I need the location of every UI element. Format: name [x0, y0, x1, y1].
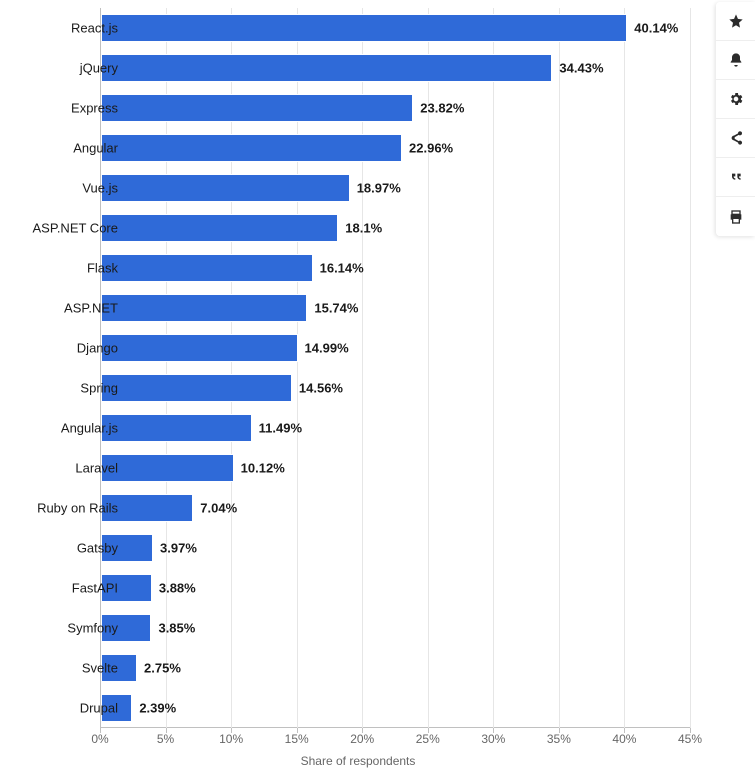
bar-row: 14.99% — [100, 328, 690, 368]
chart-container: 40.14% 34.43% 23.82% 22.96% 18.97% 18.1% 16.14… — [0, 0, 716, 777]
x-tick-label: 10% — [219, 732, 243, 746]
category-label: Express — [18, 101, 118, 116]
bar-value-label: 11.49% — [259, 421, 302, 436]
bar-value-label: 18.97% — [357, 181, 401, 196]
bar-value-label: 22.96% — [409, 141, 453, 156]
category-label: Laravel — [18, 461, 118, 476]
share-button[interactable] — [716, 119, 755, 158]
notify-button[interactable] — [716, 41, 755, 80]
x-tick-label: 25% — [416, 732, 440, 746]
bar-row: 11.49% — [100, 408, 690, 448]
x-tick-label: 15% — [285, 732, 309, 746]
favorite-button[interactable] — [716, 2, 755, 41]
category-label: Ruby on Rails — [18, 501, 118, 516]
bar-value-label: 3.88% — [159, 581, 196, 596]
category-label: ASP.NET — [18, 301, 118, 316]
bar-value-label: 15.74% — [314, 301, 358, 316]
bar[interactable] — [101, 294, 307, 322]
bar-row: 7.04% — [100, 488, 690, 528]
bar[interactable] — [101, 134, 402, 162]
category-label: jQuery — [18, 61, 118, 76]
star-icon — [728, 13, 744, 29]
bar-value-label: 23.82% — [420, 101, 464, 116]
x-axis-title: Share of respondents — [301, 754, 416, 768]
bar[interactable] — [101, 334, 298, 362]
category-label: Svelte — [18, 661, 118, 676]
bar-row: 23.82% — [100, 88, 690, 128]
bar[interactable] — [101, 254, 313, 282]
bar-row: 3.88% — [100, 568, 690, 608]
gridline — [690, 8, 691, 728]
bar-value-label: 16.14% — [320, 261, 364, 276]
plot-area: 40.14% 34.43% 23.82% 22.96% 18.97% 18.1% 16.14… — [100, 8, 690, 728]
x-tick-label: 35% — [547, 732, 571, 746]
x-tick-label: 5% — [157, 732, 174, 746]
category-label: Drupal — [18, 701, 118, 716]
bar-row: 15.74% — [100, 288, 690, 328]
x-tick-label: 20% — [350, 732, 374, 746]
bell-icon — [728, 52, 744, 68]
print-button[interactable] — [716, 197, 755, 236]
category-label: ASP.NET Core — [18, 221, 118, 236]
x-tick-label: 0% — [91, 732, 108, 746]
bar[interactable] — [101, 374, 292, 402]
gear-icon — [728, 91, 744, 107]
bar-row: 2.75% — [100, 648, 690, 688]
side-toolbar — [716, 2, 755, 236]
bar-value-label: 18.1% — [345, 221, 382, 236]
bar[interactable] — [101, 454, 234, 482]
bar-row: 22.96% — [100, 128, 690, 168]
bar-row: 16.14% — [100, 248, 690, 288]
bar-value-label: 3.97% — [160, 541, 197, 556]
bar-value-label: 14.99% — [305, 341, 349, 356]
category-label: Vue.js — [18, 181, 118, 196]
category-label: Flask — [18, 261, 118, 276]
bar-row: 3.97% — [100, 528, 690, 568]
bar[interactable] — [101, 94, 413, 122]
bar-row: 18.97% — [100, 168, 690, 208]
bar[interactable] — [101, 54, 552, 82]
category-label: Spring — [18, 381, 118, 396]
print-icon — [728, 209, 744, 225]
quote-icon — [728, 169, 744, 185]
share-icon — [728, 130, 744, 146]
bar-row: 34.43% — [100, 48, 690, 88]
bar-value-label: 2.39% — [139, 701, 176, 716]
bar-value-label: 2.75% — [144, 661, 181, 676]
bar-row: 14.56% — [100, 368, 690, 408]
bar-value-label: 3.85% — [158, 621, 195, 636]
category-label: Gatsby — [18, 541, 118, 556]
bar[interactable] — [101, 414, 252, 442]
bar-value-label: 34.43% — [559, 61, 603, 76]
bar-row: 10.12% — [100, 448, 690, 488]
x-tick-label: 45% — [678, 732, 702, 746]
category-label: Angular — [18, 141, 118, 156]
category-label: FastAPI — [18, 581, 118, 596]
bar[interactable] — [101, 214, 338, 242]
x-tick-label: 30% — [481, 732, 505, 746]
citation-button[interactable] — [716, 158, 755, 197]
bar[interactable] — [101, 14, 627, 42]
category-label: Angular.js — [18, 421, 118, 436]
bar-value-label: 10.12% — [241, 461, 285, 476]
settings-button[interactable] — [716, 80, 755, 119]
bar-row: 2.39% — [100, 688, 690, 728]
category-label: React.js — [18, 21, 118, 36]
x-tick-label: 40% — [612, 732, 636, 746]
bar-value-label: 7.04% — [200, 501, 237, 516]
bar-row: 18.1% — [100, 208, 690, 248]
bar[interactable] — [101, 174, 350, 202]
category-label: Django — [18, 341, 118, 356]
bar-row: 3.85% — [100, 608, 690, 648]
bar-row: 40.14% — [100, 8, 690, 48]
bar-value-label: 14.56% — [299, 381, 343, 396]
category-label: Symfony — [18, 621, 118, 636]
bar-value-label: 40.14% — [634, 21, 678, 36]
